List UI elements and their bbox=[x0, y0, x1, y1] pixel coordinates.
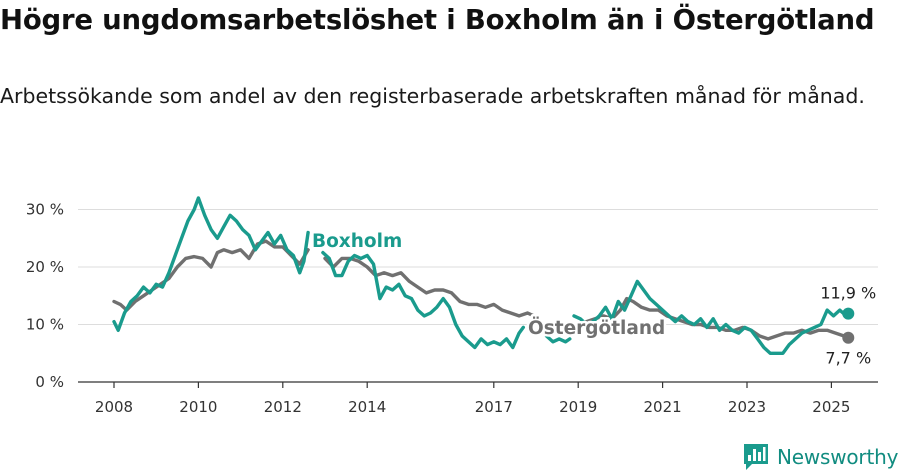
series-label-ostergotland: Östergötland bbox=[528, 317, 665, 339]
x-tick-label: 2019 bbox=[559, 398, 597, 416]
y-axis-ticks: 0 % 10 % 20 % 30 % bbox=[26, 201, 64, 392]
series-lines bbox=[112, 196, 850, 355]
end-point-boxholm bbox=[842, 307, 855, 320]
x-tick-label: 2021 bbox=[644, 398, 682, 416]
end-point-ostergotland bbox=[842, 331, 855, 344]
x-tick-label: 2008 bbox=[95, 398, 133, 416]
bar-chart-icon bbox=[744, 444, 768, 470]
series-line-boxholm bbox=[112, 196, 850, 355]
chart-title: Högre ungdomsarbetslöshet i Boxholm än i… bbox=[0, 4, 875, 36]
x-tick-label: 2014 bbox=[348, 398, 386, 416]
y-tick-label: 20 % bbox=[26, 258, 64, 276]
series-label-boxholm: Boxholm bbox=[312, 231, 402, 252]
end-value-boxholm: 11,9 % bbox=[820, 284, 876, 303]
chart-subtitle: Arbetssökande som andel av den registerb… bbox=[0, 84, 865, 108]
y-tick-label: 0 % bbox=[35, 373, 64, 391]
x-axis: 2008 2010 2012 2014 2017 2019 2021 2023 2025 bbox=[78, 381, 878, 416]
x-tick-label: 2017 bbox=[475, 398, 513, 416]
series-labels: Boxholm Östergötland 11,9 % 7,7 % bbox=[310, 229, 879, 371]
brand-name: Newsworthy bbox=[777, 445, 899, 469]
brand[interactable]: Newsworthy bbox=[743, 441, 898, 473]
y-tick-label: 10 % bbox=[26, 316, 64, 334]
end-value-ostergotland: 7,7 % bbox=[825, 349, 871, 368]
x-tick-label: 2025 bbox=[812, 398, 850, 416]
grid-lines bbox=[78, 209, 878, 325]
x-tick-label: 2012 bbox=[264, 398, 302, 416]
x-tick-label: 2010 bbox=[179, 398, 217, 416]
x-tick-label: 2023 bbox=[728, 398, 766, 416]
y-tick-label: 30 % bbox=[26, 201, 64, 219]
